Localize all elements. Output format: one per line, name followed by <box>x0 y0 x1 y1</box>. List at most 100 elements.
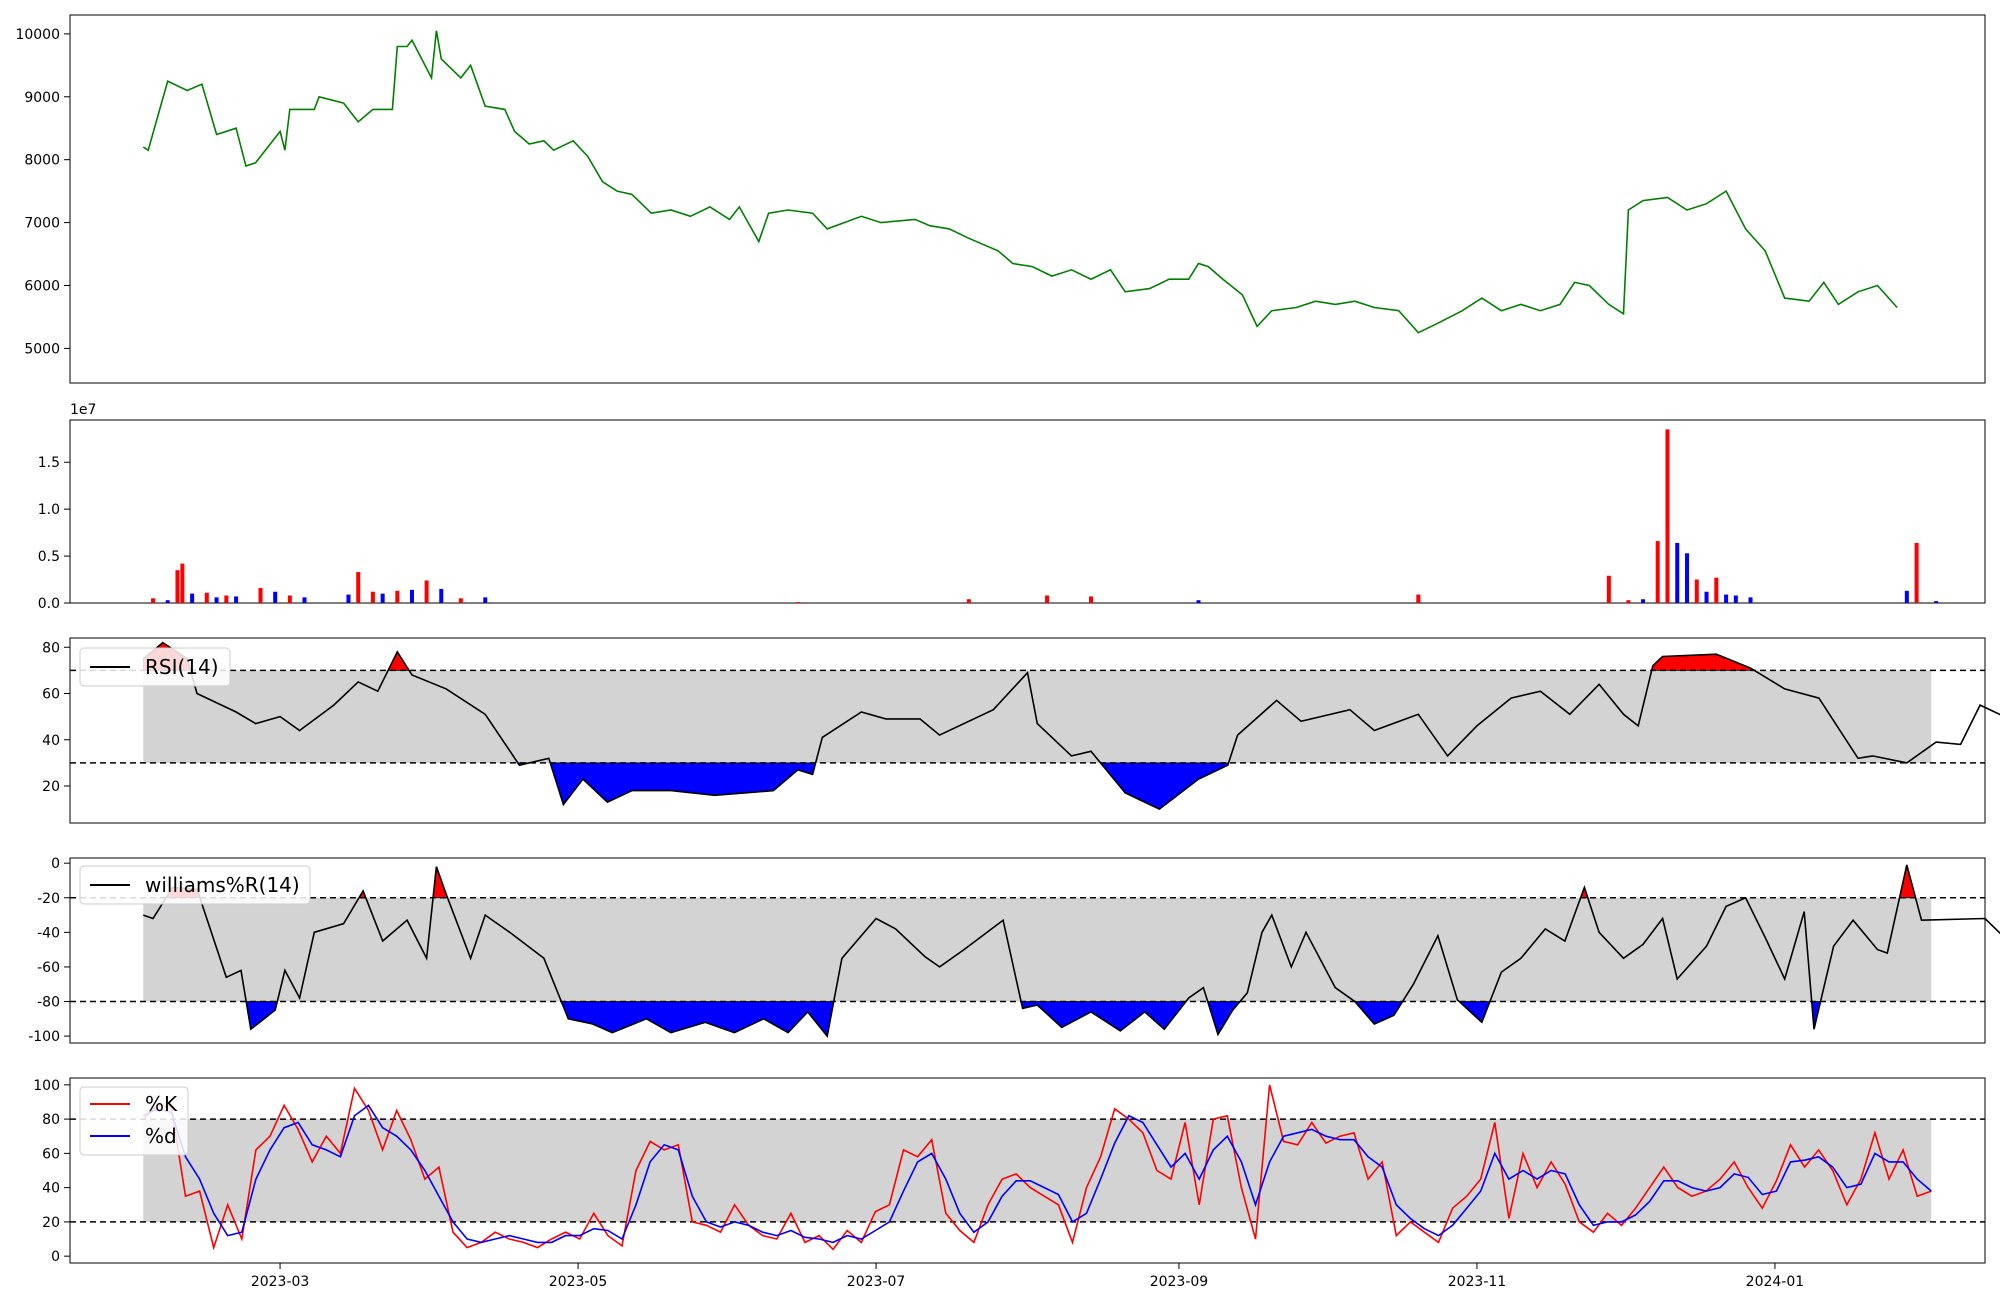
stochastic-panel: 0 20 40 60 80 100 %K %d 2023-03 2023-05 2023-07… <box>33 1077 1986 1290</box>
y-tick-label: 60 <box>42 687 60 703</box>
stochastic-legend: %K %d <box>79 1086 189 1156</box>
stochastic-y-ticks: 0 20 40 60 80 100 <box>33 1078 70 1265</box>
y-tick-label: 20 <box>42 779 60 795</box>
volume-bar <box>1089 596 1094 603</box>
y-tick-label: 100 <box>33 1078 60 1094</box>
volume-bar <box>1675 542 1680 603</box>
williams-legend-label: williams%R(14) <box>145 873 300 897</box>
volume-bar <box>234 596 239 603</box>
y-tick-label: 80 <box>42 640 60 656</box>
williams-neutral-band <box>143 897 1932 1002</box>
x-axis-ticks: 2023-03 2023-05 2023-07 2023-09 2023-11 2024-… <box>251 1263 1804 1290</box>
volume-bar <box>287 595 292 603</box>
williams-legend: williams%R(14) <box>79 865 311 905</box>
volume-bar <box>380 593 385 603</box>
y-tick-label: 7000 <box>24 216 60 232</box>
volume-bar <box>356 572 361 603</box>
volume-bar <box>1714 577 1719 603</box>
stochastic-legend-d-label: %d <box>145 1124 177 1148</box>
williams-panel: 0 -20 -40 -60 -80 -100 williams%R(14) <box>28 856 2000 1045</box>
y-tick-label: 0.5 <box>38 549 60 565</box>
y-tick-label: 80 <box>42 1112 60 1128</box>
volume-bar <box>1641 599 1646 603</box>
volume-bar <box>409 589 414 603</box>
volume-bar <box>273 591 278 603</box>
x-tick-label: 2023-09 <box>1150 1274 1209 1290</box>
rsi-legend: RSI(14) <box>79 647 231 687</box>
stochastic-k-line <box>142 1084 1932 1251</box>
x-tick-label: 2023-07 <box>847 1274 906 1290</box>
y-tick-label: -80 <box>37 995 60 1011</box>
volume-bar <box>1733 595 1738 603</box>
volume-bar <box>175 570 180 603</box>
williams-y-ticks: 0 -20 -40 -60 -80 -100 <box>28 856 70 1045</box>
williams-axes-frame <box>69 857 1986 1044</box>
y-tick-label: 40 <box>42 1181 60 1197</box>
volume-bar <box>1655 541 1660 603</box>
volume-bar <box>1694 579 1699 603</box>
volume-bar <box>1724 594 1729 603</box>
y-tick-label: 40 <box>42 733 60 749</box>
volume-y-ticks: 0.0 0.5 1.0 1.5 <box>38 455 70 612</box>
volume-bar <box>1626 600 1631 603</box>
stochastic-legend-k-label: %K <box>145 1092 178 1116</box>
rsi-axes-frame <box>69 637 1986 824</box>
volume-bar <box>395 590 400 603</box>
y-tick-label: -100 <box>28 1029 60 1045</box>
y-tick-label: 1.5 <box>38 455 60 471</box>
volume-bar <box>190 593 195 603</box>
volume-bar <box>151 598 156 603</box>
volume-panel: 0.0 0.5 1.0 1.5 1e7 <box>38 402 1986 612</box>
y-tick-label: 1.0 <box>38 502 60 518</box>
volume-bar <box>1045 595 1050 603</box>
y-tick-label: 0 <box>51 1249 60 1265</box>
y-tick-label: -60 <box>37 960 60 976</box>
x-tick-label: 2023-11 <box>1448 1274 1507 1290</box>
y-tick-label: 5000 <box>24 341 60 357</box>
volume-bar <box>424 580 429 603</box>
price-panel: 5000 6000 7000 8000 9000 10000 <box>15 14 1986 384</box>
x-tick-label: 2023-05 <box>549 1274 608 1290</box>
volume-bar <box>795 602 800 603</box>
rsi-line <box>142 641 2000 811</box>
volume-bar <box>458 598 463 603</box>
x-tick-label: 2023-03 <box>251 1274 310 1290</box>
volume-axes-frame <box>69 419 1986 604</box>
rsi-legend-label: RSI(14) <box>145 655 219 679</box>
volume-bar <box>180 563 185 603</box>
rsi-y-ticks: 20 40 60 80 <box>42 640 70 795</box>
volume-bars <box>151 429 1939 603</box>
y-tick-label: 8000 <box>24 153 60 169</box>
y-tick-label: -20 <box>37 891 60 907</box>
stochastic-d-line <box>142 1104 1932 1244</box>
rsi-neutral-band <box>143 670 1932 763</box>
volume-bar <box>1606 575 1611 603</box>
y-tick-label: 0.0 <box>38 596 60 612</box>
williams-overbought-fill <box>165 864 1917 899</box>
volume-bar <box>224 595 229 603</box>
x-tick-label: 2024-01 <box>1746 1274 1805 1290</box>
volume-bar <box>966 599 971 603</box>
volume-bar <box>1704 591 1709 603</box>
volume-bar <box>1416 594 1421 603</box>
williams-line <box>143 864 2000 1038</box>
volume-bar <box>1748 597 1753 603</box>
rsi-panel: 20 40 60 80 RSI(14) <box>42 637 2000 824</box>
y-tick-label: 60 <box>42 1146 60 1162</box>
volume-bar <box>165 600 170 603</box>
stochastic-neutral-band <box>143 1119 1932 1222</box>
price-axes-frame <box>69 14 1986 384</box>
volume-bar <box>1904 590 1909 603</box>
volume-bar <box>1685 553 1690 603</box>
volume-bar <box>439 588 444 603</box>
williams-oversold-fill <box>245 1001 1822 1038</box>
volume-bar <box>204 592 209 603</box>
rsi-oversold-fill <box>517 762 1230 810</box>
price-y-ticks: 5000 6000 7000 8000 9000 10000 <box>15 27 70 357</box>
y-tick-label: 9000 <box>24 90 60 106</box>
rsi-legend-box <box>79 647 231 687</box>
price-line <box>142 30 1898 334</box>
volume-bar <box>214 597 219 603</box>
volume-bar <box>1665 429 1670 603</box>
